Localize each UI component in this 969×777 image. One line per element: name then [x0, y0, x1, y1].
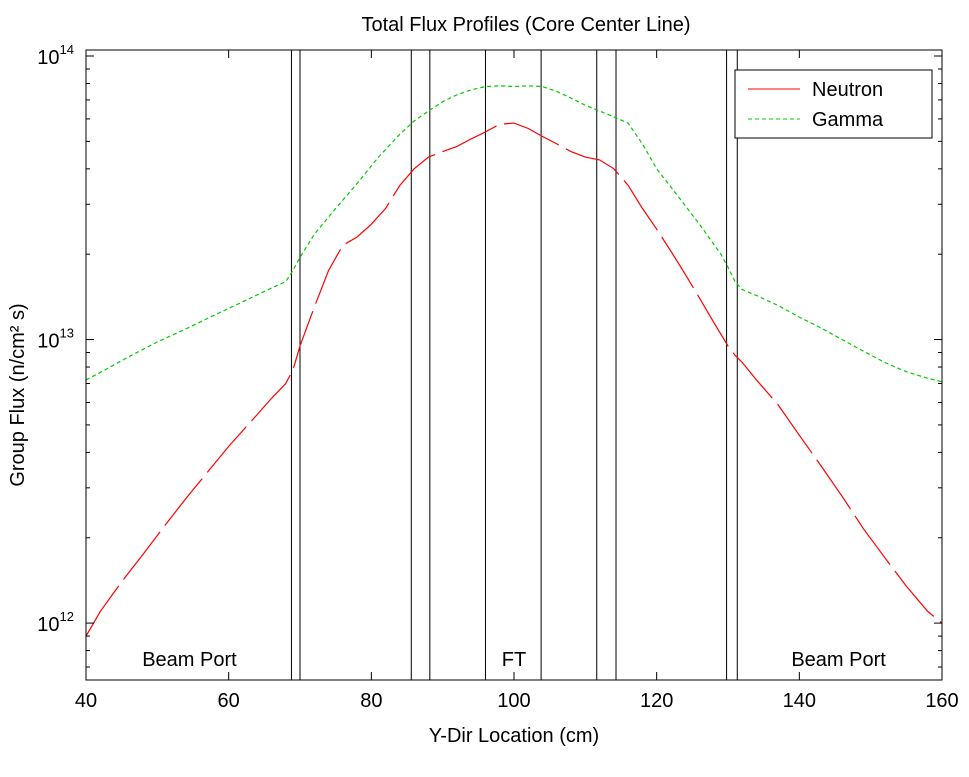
- legend-box: [734, 69, 933, 139]
- series-line-gamma: [86, 85, 942, 383]
- legend: Neutron Gamma: [734, 69, 933, 139]
- x-axis-ticks: 40 60 80 100 120 140 160: [75, 50, 959, 712]
- x-tick-label-1: 60: [218, 690, 240, 712]
- region-label-0: Beam Port: [142, 649, 237, 671]
- x-tick-label-4: 120: [640, 690, 673, 712]
- region-boundaries: [290, 50, 738, 680]
- region-label-1: FT: [502, 649, 526, 671]
- y-axis-label: Group Flux (n/cm² s): [7, 303, 29, 486]
- y-tick-label-2: 1014: [37, 42, 74, 69]
- x-axis-label: Y-Dir Location (cm): [429, 725, 599, 747]
- x-tick-label-0: 40: [75, 690, 97, 712]
- x-tick-label-5: 140: [783, 690, 816, 712]
- y-axis-ticks: 1012 1013 1014: [37, 42, 942, 668]
- x-tick-label-3: 100: [497, 690, 530, 712]
- legend-label-gamma: Gamma: [812, 109, 884, 131]
- region-labels: Beam Port FT Beam Port: [142, 649, 886, 671]
- x-tick-label-6: 160: [925, 690, 958, 712]
- legend-label-neutron: Neutron: [812, 79, 883, 101]
- region-label-2: Beam Port: [791, 649, 886, 671]
- y-tick-label-1: 1013: [37, 326, 74, 353]
- series-layer: [86, 85, 942, 637]
- x-tick-label-2: 80: [360, 690, 382, 712]
- y-tick-label-0: 1012: [37, 609, 74, 636]
- plot-frame: [85, 49, 943, 681]
- chart-title: Total Flux Profiles (Core Center Line): [361, 14, 690, 36]
- series-line-neutron: [86, 122, 942, 637]
